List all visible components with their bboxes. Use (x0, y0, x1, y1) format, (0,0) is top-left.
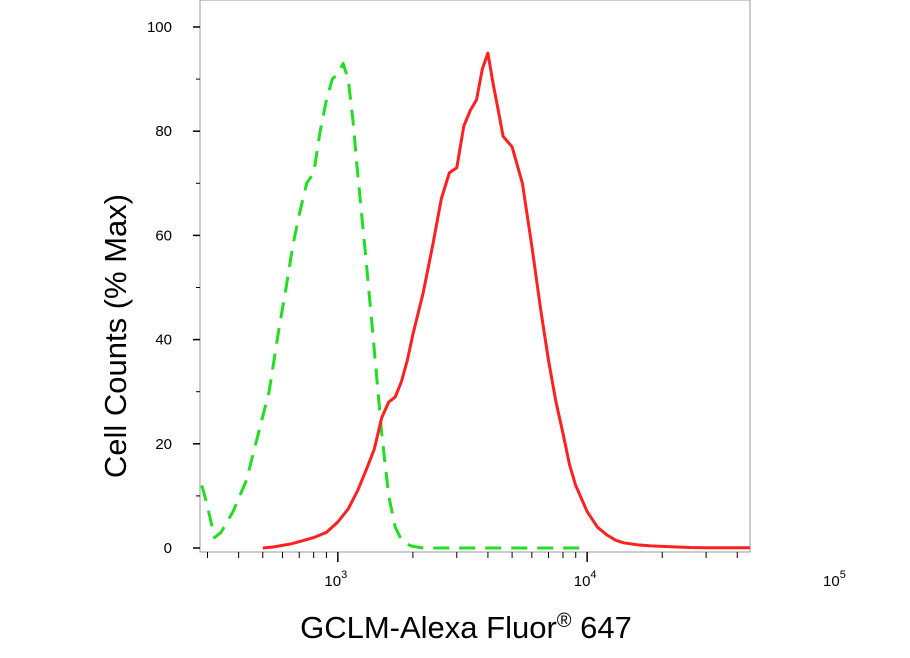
x-axis-title-suffix: 647 (572, 610, 632, 645)
x-axis-title-main: GCLM-Alexa Fluor (300, 610, 557, 645)
y-axis-title: Cell Counts (% Max) (98, 194, 133, 478)
x-tick-label: 104 (574, 569, 597, 590)
x-tick-label: 105 (823, 569, 846, 590)
y-tick-label: 80 (155, 123, 172, 140)
plot-frame (199, 0, 751, 553)
x-axis-title-registered-mark: ® (557, 610, 572, 632)
y-tick-label: 0 (164, 540, 172, 557)
y-tick-label: 60 (155, 227, 172, 244)
x-tick-label: 103 (324, 569, 347, 590)
x-axis: 103 104 105 (206, 552, 846, 590)
series-layer (200, 51, 750, 550)
isotype-control-curve (200, 62, 588, 550)
y-tick-label: 20 (155, 436, 172, 453)
sample-curve (262, 51, 750, 550)
y-axis: 0 20 40 60 80 100 (147, 19, 200, 557)
x-axis-title: GCLM-Alexa Fluor® 647 (300, 610, 632, 645)
y-tick-label: 40 (155, 332, 172, 349)
y-tick-label: 100 (147, 19, 172, 36)
